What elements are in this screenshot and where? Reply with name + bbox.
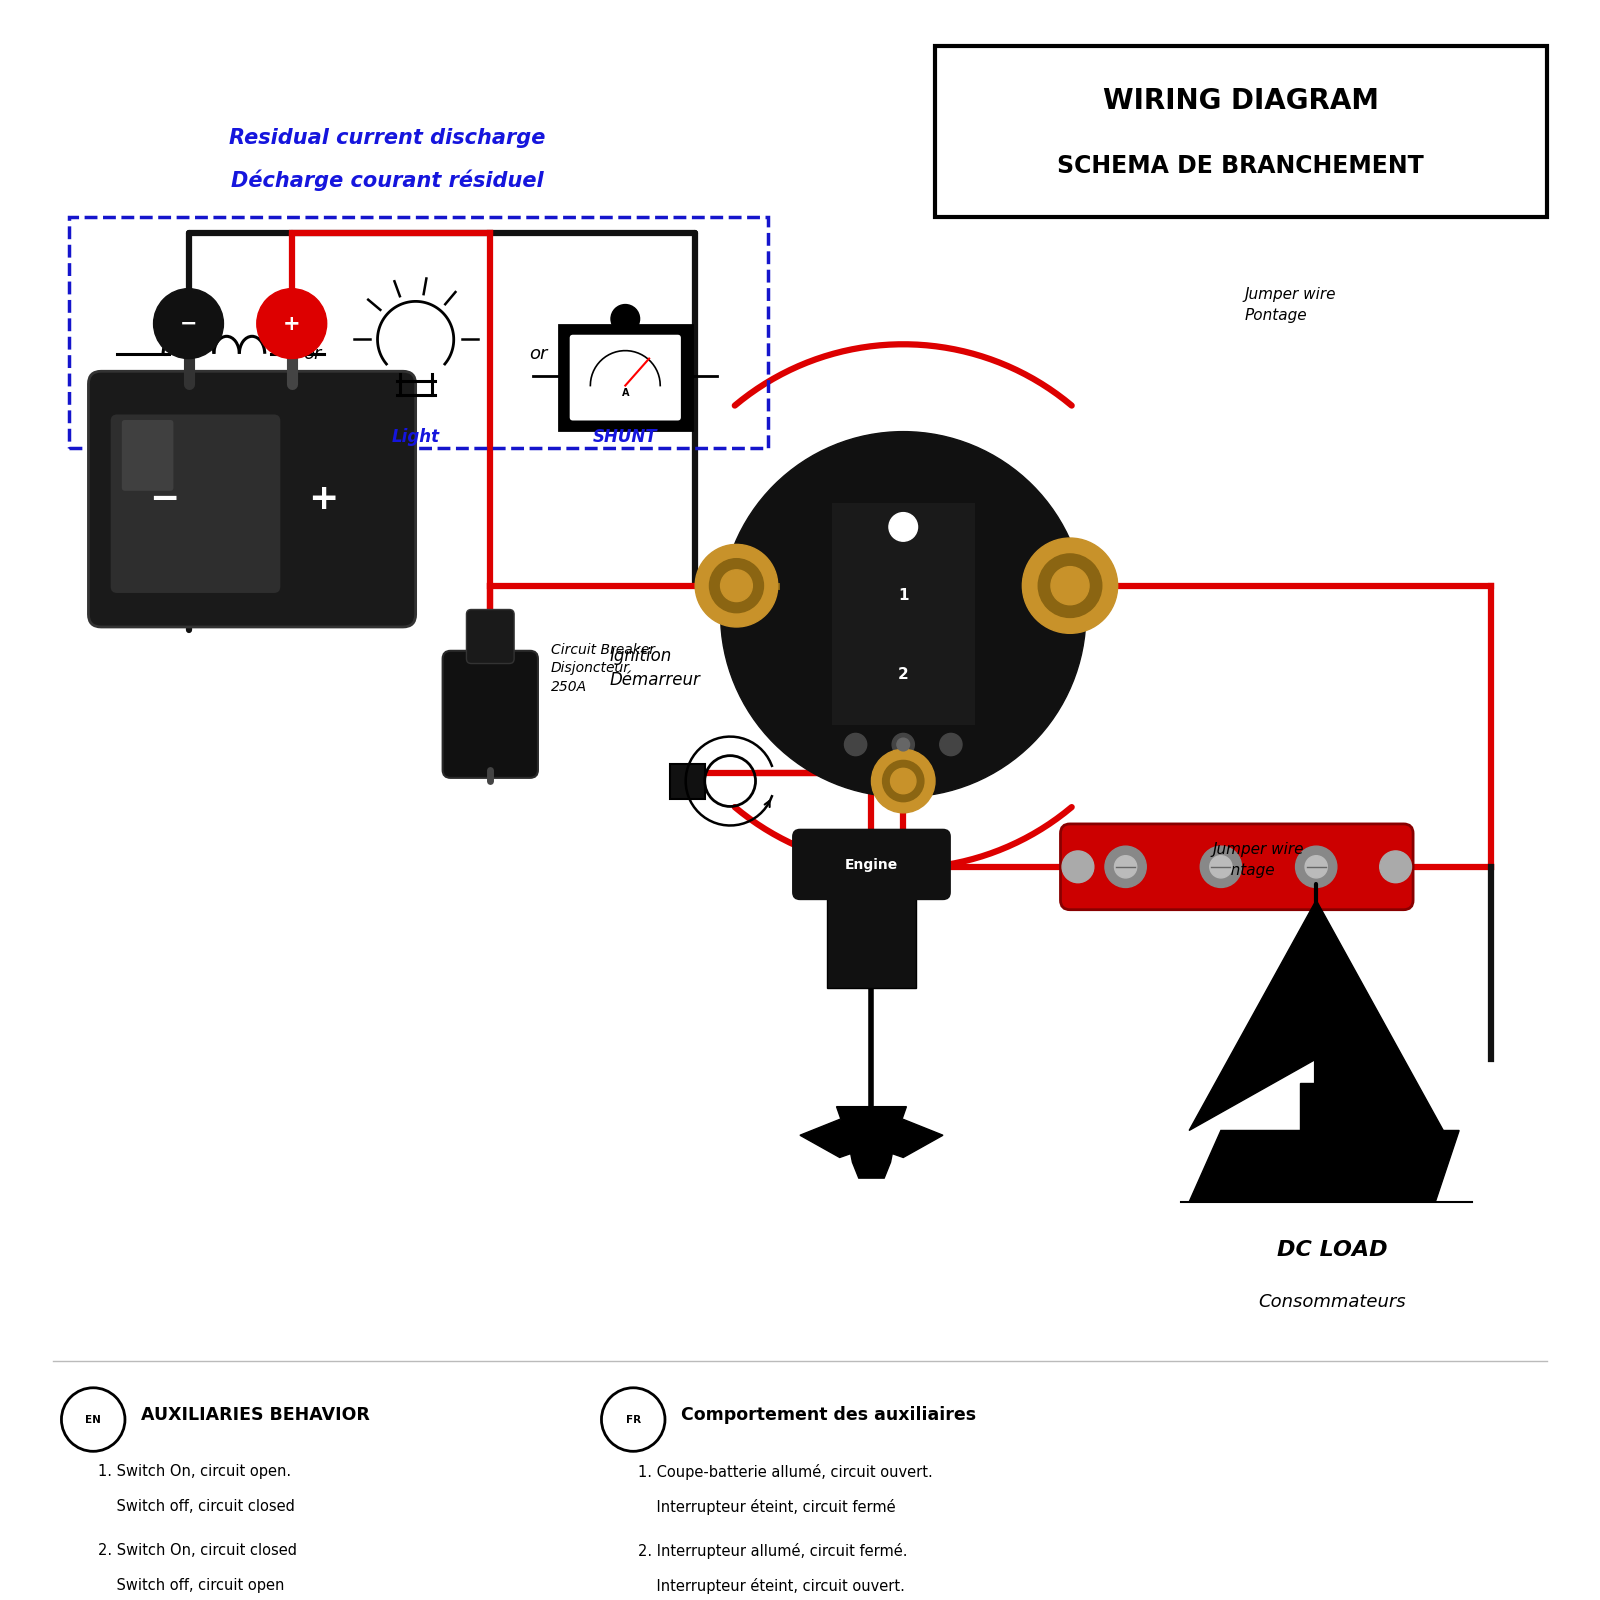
Circle shape <box>883 760 923 802</box>
Text: SCHEMA DE BRANCHEMENT: SCHEMA DE BRANCHEMENT <box>1058 154 1424 178</box>
Text: Comportement des auxiliaires: Comportement des auxiliaires <box>682 1406 976 1424</box>
Circle shape <box>898 738 909 750</box>
Text: SHUNT: SHUNT <box>594 429 658 446</box>
Text: 3ohm: 3ohm <box>189 429 245 446</box>
Circle shape <box>258 288 326 358</box>
Text: 1: 1 <box>898 587 909 603</box>
Text: Interrupteur éteint, circuit ouvert.: Interrupteur éteint, circuit ouvert. <box>638 1578 906 1594</box>
FancyBboxPatch shape <box>792 829 950 901</box>
Text: Circuit Breaker
Disjoncteur
250A: Circuit Breaker Disjoncteur 250A <box>550 643 654 694</box>
Circle shape <box>1379 851 1411 883</box>
Bar <box>832 502 974 725</box>
Polygon shape <box>1301 1083 1371 1131</box>
Text: WIRING DIAGRAM: WIRING DIAGRAM <box>1102 86 1379 115</box>
Circle shape <box>694 544 778 627</box>
Text: Consommateurs: Consommateurs <box>1258 1293 1406 1310</box>
Text: 2. Interrupteur allumé, circuit fermé.: 2. Interrupteur allumé, circuit fermé. <box>638 1544 907 1560</box>
FancyBboxPatch shape <box>122 419 173 491</box>
Text: Décharge courant résiduel: Décharge courant résiduel <box>230 170 544 192</box>
Circle shape <box>1306 856 1328 878</box>
Circle shape <box>1200 846 1242 888</box>
Text: −: − <box>149 482 179 517</box>
Circle shape <box>709 558 763 613</box>
Text: +: + <box>309 482 339 517</box>
Circle shape <box>720 432 1086 797</box>
Circle shape <box>1210 856 1232 878</box>
Text: FR: FR <box>626 1414 640 1424</box>
Circle shape <box>61 1387 125 1451</box>
FancyBboxPatch shape <box>110 414 280 594</box>
Text: Jumper wire
Pontage: Jumper wire Pontage <box>1245 286 1336 323</box>
Circle shape <box>720 570 752 602</box>
Polygon shape <box>1317 901 1443 1131</box>
Text: 1. Coupe-batterie allumé, circuit ouvert.: 1. Coupe-batterie allumé, circuit ouvert… <box>638 1464 933 1480</box>
Circle shape <box>1296 846 1338 888</box>
Text: AUXILIARIES BEHAVIOR: AUXILIARIES BEHAVIOR <box>141 1406 370 1424</box>
Bar <box>827 893 915 987</box>
Text: DC LOAD: DC LOAD <box>1277 1240 1387 1259</box>
Text: or: or <box>304 344 322 363</box>
Text: A: A <box>621 389 629 398</box>
Circle shape <box>154 288 224 358</box>
Circle shape <box>602 1387 666 1451</box>
Text: Light: Light <box>392 429 440 446</box>
FancyBboxPatch shape <box>443 651 538 778</box>
Text: Engine: Engine <box>845 858 898 872</box>
Text: +: + <box>283 314 301 334</box>
Circle shape <box>611 304 640 333</box>
Circle shape <box>890 512 917 541</box>
Text: 2: 2 <box>898 667 909 682</box>
Polygon shape <box>1189 1131 1459 1202</box>
Text: −: − <box>179 314 197 334</box>
Text: 1. Switch On, circuit open.: 1. Switch On, circuit open. <box>98 1464 291 1478</box>
Circle shape <box>1115 856 1136 878</box>
Text: Residual current discharge: Residual current discharge <box>229 128 546 147</box>
Circle shape <box>1022 538 1118 634</box>
FancyBboxPatch shape <box>467 610 514 664</box>
Circle shape <box>1038 554 1102 618</box>
Text: Ignition
Démarreur: Ignition Démarreur <box>610 648 701 690</box>
FancyBboxPatch shape <box>88 371 416 627</box>
Text: Interrupteur éteint, circuit fermé: Interrupteur éteint, circuit fermé <box>638 1499 896 1515</box>
Text: Jumper wire
Pontage: Jumper wire Pontage <box>1213 843 1304 878</box>
Text: Switch off, circuit closed: Switch off, circuit closed <box>98 1499 294 1514</box>
Polygon shape <box>1189 901 1317 1131</box>
Bar <box>558 325 691 430</box>
Circle shape <box>891 768 915 794</box>
Polygon shape <box>800 1120 942 1157</box>
Text: EN: EN <box>85 1414 101 1424</box>
Circle shape <box>1062 851 1094 883</box>
FancyBboxPatch shape <box>1061 824 1413 910</box>
Circle shape <box>845 733 867 755</box>
Text: Switch off, circuit open: Switch off, circuit open <box>98 1578 285 1594</box>
Bar <box>934 46 1547 218</box>
Bar <box>69 218 768 448</box>
Circle shape <box>872 749 934 813</box>
Circle shape <box>939 733 962 755</box>
Circle shape <box>893 733 914 755</box>
Bar <box>670 763 704 798</box>
Circle shape <box>1106 846 1146 888</box>
Text: or: or <box>528 344 547 363</box>
FancyBboxPatch shape <box>570 334 682 421</box>
Text: 2. Switch On, circuit closed: 2. Switch On, circuit closed <box>98 1544 298 1558</box>
Circle shape <box>1051 566 1090 605</box>
Polygon shape <box>837 1107 907 1178</box>
